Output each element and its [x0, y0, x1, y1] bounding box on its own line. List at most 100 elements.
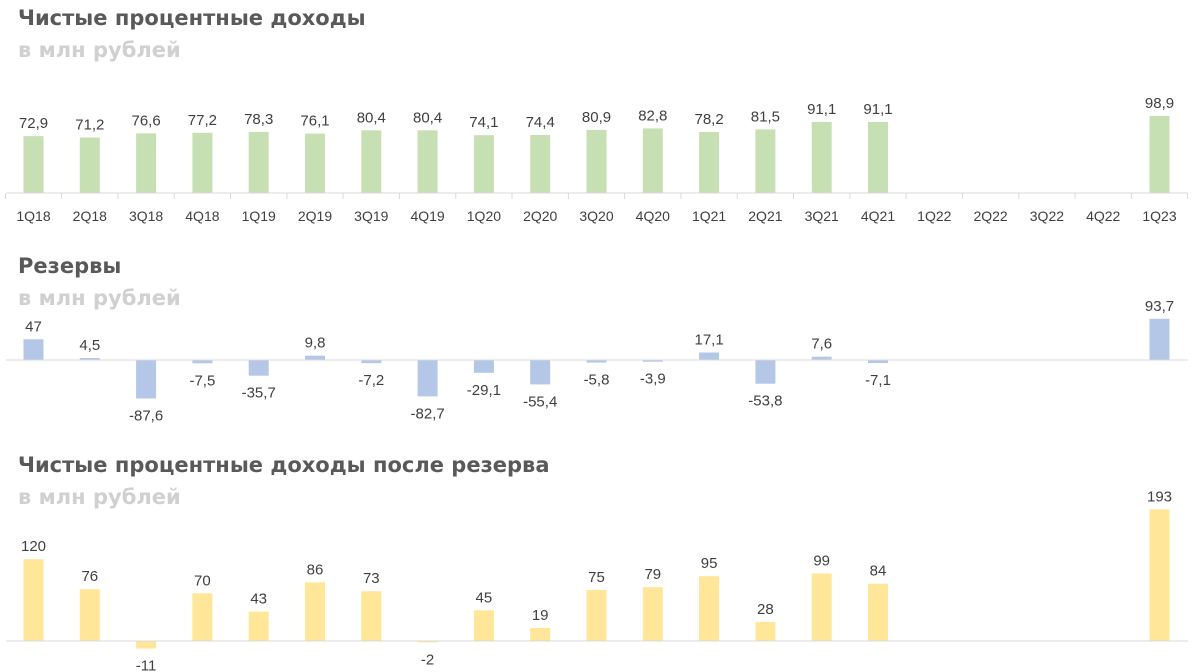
chart1-data-label-2Q21: 81,5 [751, 108, 780, 125]
chart2-data-label-4Q21: -7,1 [865, 372, 891, 389]
chart1-title: Чистые процентные доходы [18, 6, 366, 30]
chart2-data-label-1Q19: -35,7 [242, 385, 276, 402]
chart3-data-label-3Q19: 73 [363, 570, 380, 587]
chart1-subtitle: в млн рублей [18, 38, 181, 62]
chart1-category-label-4Q20: 4Q20 [636, 208, 670, 224]
chart3-bar-4Q19 [417, 641, 438, 643]
chart2-bar-3Q19 [361, 360, 382, 364]
chart1-data-label-4Q19: 80,4 [413, 109, 442, 126]
chart3-bar-1Q21 [699, 576, 720, 641]
chart3-bar-3Q21 [811, 573, 832, 641]
chart3-data-label-3Q21: 99 [813, 553, 830, 570]
chart1-bar-1Q19 [248, 131, 269, 193]
chart1-category-label-1Q23: 1Q23 [1142, 208, 1176, 224]
chart3-data-label-4Q19: -2 [421, 651, 434, 668]
chart3-bar-3Q18 [136, 641, 157, 649]
chart1-data-label-3Q21: 91,1 [807, 101, 836, 118]
chart3-bar-1Q18 [23, 559, 44, 641]
chart2-bar-1Q21 [699, 352, 720, 360]
chart1-category-label-2Q18: 2Q18 [73, 208, 107, 224]
chart3-bar-1Q23 [1149, 509, 1170, 641]
chart2-data-label-4Q18: -7,5 [189, 372, 215, 389]
chart2-data-label-1Q18: 47 [25, 318, 42, 335]
chart1-data-label-4Q21: 91,1 [863, 101, 892, 118]
chart2-data-label-3Q19: -7,2 [358, 372, 384, 389]
chart3-data-label-4Q21: 84 [870, 563, 887, 580]
chart-3: 120 76 -11 70 43 86 73 -2 45 19 75 79 95 28 99 84 193 [6, 488, 1188, 672]
chart2-data-label-1Q21: 17,1 [694, 332, 723, 349]
chart3-subtitle: в млн рублей [18, 485, 181, 509]
chart1-data-label-1Q23: 98,9 [1145, 95, 1174, 112]
chart1-bar-1Q21 [699, 132, 720, 193]
chart1-category-label-4Q18: 4Q18 [185, 208, 219, 224]
chart3-data-label-2Q19: 86 [307, 561, 324, 578]
chart1-bar-2Q18 [79, 137, 100, 193]
chart1-bar-2Q21 [755, 129, 776, 193]
chart1-data-label-3Q19: 80,4 [357, 109, 386, 126]
chart1-bar-2Q19 [305, 133, 325, 193]
chart3-data-label-2Q18: 76 [81, 568, 98, 585]
chart3-data-label-4Q18: 70 [194, 572, 211, 589]
chart1-bar-4Q21 [868, 121, 888, 193]
chart2-bar-1Q20 [473, 360, 494, 373]
chart3-bar-4Q20 [642, 587, 663, 641]
chart3-bar-3Q19 [361, 591, 382, 641]
chart1-bar-3Q21 [811, 121, 832, 193]
chart3-bar-4Q18 [192, 593, 213, 641]
chart3-bar-2Q20 [530, 628, 551, 641]
chart1-category-label-2Q21: 2Q21 [748, 208, 782, 224]
chart1-category-label-3Q21: 3Q21 [805, 208, 839, 224]
chart1-data-label-3Q18: 76,6 [131, 112, 160, 129]
chart-2: 47 4,5 -87,6 -7,5 -35,7 9,8 -7,2 -82,7 -29,1 -55,… [6, 298, 1188, 425]
chart2-data-label-1Q23: 93,7 [1145, 298, 1174, 315]
chart1-data-label-1Q18: 72,9 [19, 115, 48, 132]
chart1-bar-3Q18 [136, 133, 157, 193]
chart3-data-label-1Q20: 45 [476, 589, 493, 606]
chart1-data-label-2Q20: 74,4 [526, 114, 555, 131]
chart2-data-label-2Q20: -55,4 [523, 393, 557, 410]
chart3-data-label-2Q20: 19 [532, 607, 549, 624]
chart2-bar-3Q21 [811, 356, 832, 360]
chart1-category-label-3Q18: 3Q18 [129, 208, 163, 224]
chart2-bar-2Q21 [755, 360, 776, 384]
chart2-bar-2Q20 [530, 360, 551, 385]
chart1-bar-1Q23 [1149, 115, 1170, 193]
chart3-bar-1Q20 [473, 610, 494, 641]
chart1-data-label-2Q18: 71,2 [75, 117, 104, 134]
chart1-category-label-3Q19: 3Q19 [354, 208, 388, 224]
chart1-category-label-2Q20: 2Q20 [523, 208, 557, 224]
chart3-bar-4Q21 [868, 583, 888, 641]
chart2-bar-4Q21 [868, 360, 888, 364]
chart1-category-label-2Q19: 2Q19 [298, 208, 332, 224]
chart1-data-label-2Q19: 76,1 [300, 113, 329, 130]
chart1-data-label-1Q21: 78,2 [694, 111, 723, 128]
chart1-bar-3Q19 [361, 130, 382, 193]
chart2-data-label-1Q20: -29,1 [467, 382, 501, 399]
chart2-data-label-2Q19: 9,8 [305, 335, 326, 352]
chart1-data-label-1Q19: 78,3 [244, 111, 273, 128]
chart3-data-label-2Q21: 28 [757, 601, 774, 618]
chart1-bar-4Q20 [642, 128, 663, 193]
chart3-title: Чистые процентные доходы после резерва [18, 453, 550, 477]
chart3-bar-2Q21 [755, 621, 776, 641]
chart2-bar-1Q23 [1149, 318, 1170, 360]
chart2-data-label-3Q20: -5,8 [584, 372, 610, 389]
chart1-data-label-3Q20: 80,9 [582, 109, 611, 126]
chart2-bar-2Q18 [79, 358, 100, 360]
chart1-bar-3Q20 [586, 129, 607, 193]
chart2-data-label-2Q18: 4,5 [79, 337, 100, 354]
chart1-category-label-1Q22: 1Q22 [917, 208, 951, 224]
chart-1: 72,9 71,2 76,6 77,2 78,3 76,1 80,4 80,4 74,1 74,4… [4, 95, 1189, 224]
chart1-bar-2Q20 [530, 135, 551, 193]
chart2-data-label-3Q18: -87,6 [129, 408, 163, 425]
chart2-bar-3Q20 [586, 360, 607, 363]
chart1-category-label-3Q20: 3Q20 [579, 208, 613, 224]
chart2-data-label-4Q20: -3,9 [640, 371, 666, 388]
chart2-bar-4Q19 [417, 360, 438, 397]
chart2-title: Резервы [18, 254, 122, 278]
chart3-data-label-1Q23: 193 [1147, 488, 1172, 505]
chart3-bar-2Q18 [79, 589, 100, 641]
chart3-data-label-4Q20: 79 [644, 566, 661, 583]
chart2-bar-1Q19 [248, 360, 269, 376]
